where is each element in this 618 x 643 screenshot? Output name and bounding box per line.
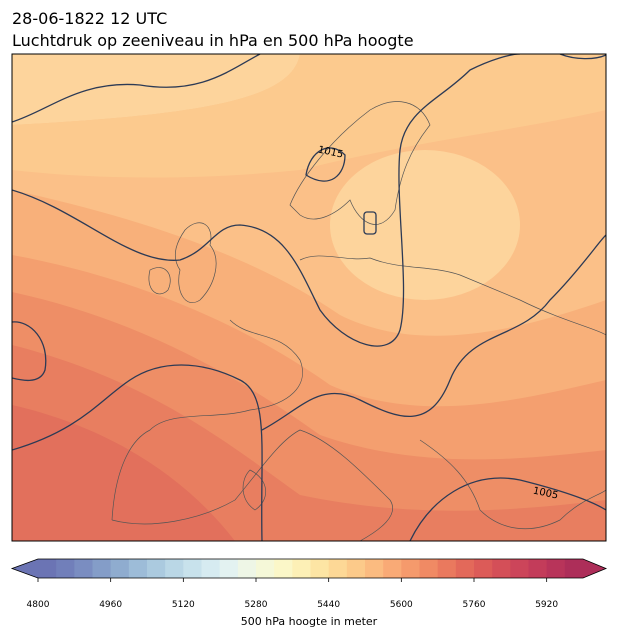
colorbar-tick-label: 5440 — [317, 600, 340, 610]
contour-label: 1015 — [317, 145, 344, 161]
colorbar-bin — [256, 559, 275, 578]
colorbar-bin — [56, 559, 75, 578]
colorbar-tick-label: 5600 — [390, 600, 413, 610]
colorbar-bin — [419, 559, 439, 578]
map-band — [12, 54, 606, 178]
colorbar-bin — [92, 559, 112, 578]
colorbar-bin — [474, 559, 493, 578]
colorbar-bin — [237, 559, 257, 578]
colorbar-tick-label: 5280 — [245, 600, 268, 610]
colorbar-bin — [201, 559, 221, 578]
colorbar-tick-label: 5920 — [535, 600, 558, 610]
title: 28-06-1822 12 UTC — [12, 9, 167, 28]
colorbar-tick-label: 4960 — [99, 600, 122, 610]
colorbar-bin — [437, 559, 457, 578]
colorbar-bin — [128, 559, 148, 578]
colorbar-bin — [219, 559, 239, 578]
colorbar-bin — [38, 559, 57, 578]
coastline — [111, 101, 606, 541]
colorbar-bin — [383, 559, 402, 578]
colorbar-bin — [455, 559, 475, 578]
map-band — [330, 150, 520, 300]
colorbar-bin — [546, 559, 566, 578]
colorbar-bin — [74, 559, 93, 578]
subtitle: Luchtdruk op zeeniveau in hPa en 500 hPa… — [12, 31, 414, 50]
colorbar-bin — [183, 559, 202, 578]
colorbar-bin — [147, 559, 166, 578]
contour-label: 1005 — [532, 486, 559, 502]
colorbar-bin — [346, 559, 366, 578]
colorbar-label: 500 hPa hoogte in meter — [241, 615, 378, 628]
colorbar-bin — [310, 559, 330, 578]
colorbar-tick-label: 5760 — [463, 600, 486, 610]
colorbar-outline — [10, 558, 608, 579]
colorbar-bin — [328, 559, 348, 578]
isobar — [12, 54, 606, 541]
colorbar-bin — [492, 559, 511, 578]
colorbar-bin — [292, 559, 311, 578]
colorbar-extend — [583, 559, 606, 578]
map-frame — [11, 53, 607, 542]
colorbar-bin — [510, 559, 529, 578]
colorbar: 4800 4960 5120 5280 5440 5600 5760 5920 — [10, 558, 608, 610]
colorbar-bin — [528, 559, 548, 578]
colorbar-bin — [165, 559, 184, 578]
colorbar-bin — [365, 559, 384, 578]
colorbar-extend — [12, 559, 38, 578]
map: 1015 1005 — [12, 54, 606, 541]
colorbar-tick-label: 4800 — [27, 600, 50, 610]
colorbar-bin — [110, 559, 130, 578]
colorbar-tick-label: 5120 — [172, 600, 195, 610]
colorbar-bin — [564, 559, 584, 578]
colorbar-bin — [401, 559, 420, 578]
colorbar-bin — [274, 559, 293, 578]
map-band — [12, 405, 235, 541]
